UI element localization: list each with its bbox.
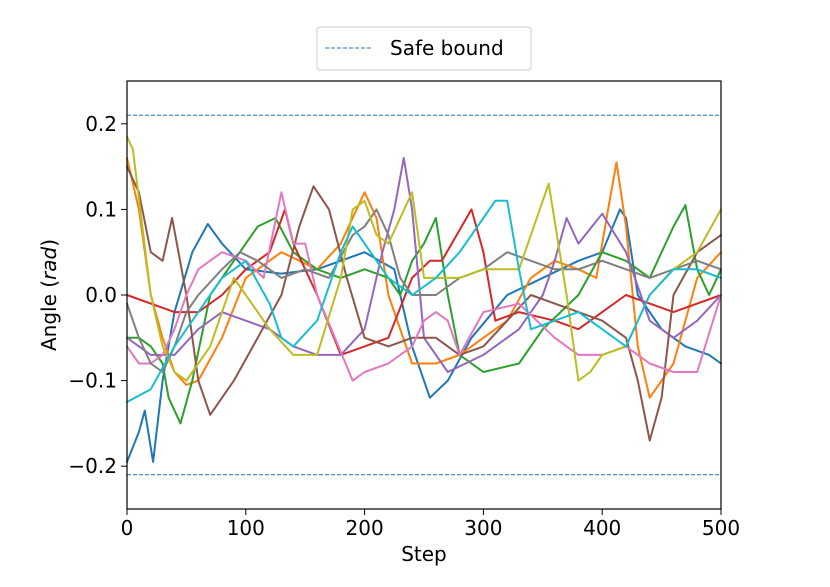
x-axis: 0 100 200 300 400 500 (121, 509, 740, 540)
y-axis-label: Angle (rad) (37, 239, 61, 351)
y-tick-label-1: −0.1 (68, 369, 117, 393)
y-tick-label-4: 0.2 (85, 112, 117, 136)
y-axis-label-unit: rad (37, 246, 61, 279)
y-tick-label-3: 0.1 (85, 197, 117, 221)
series-line-9 (126, 135, 722, 382)
series-line-2 (126, 157, 722, 399)
series-line-10 (126, 199, 722, 403)
series-line-8 (126, 208, 722, 373)
series-line-7 (126, 191, 722, 382)
legend: Safe bound (316, 26, 532, 71)
series-line-3 (126, 204, 722, 425)
legend-safe-bound-label: Safe bound (390, 36, 504, 60)
x-tick-label-200: 200 (346, 516, 384, 540)
series-line-6 (126, 165, 722, 442)
x-tick-label-400: 400 (583, 516, 621, 540)
y-axis-label-prefix: Angle ( (37, 280, 61, 351)
series-line-5 (126, 157, 722, 373)
x-tick-label-0: 0 (121, 516, 134, 540)
series-line-4 (126, 208, 722, 356)
x-tick-label-100: 100 (227, 516, 265, 540)
y-tick-label-2: 0.0 (85, 283, 117, 307)
x-axis-label: Step (401, 542, 447, 566)
y-tick-label-0: −0.2 (68, 454, 117, 478)
legend-box (316, 26, 532, 71)
y-axis-label-suffix: ) (37, 239, 61, 247)
x-tick-label-300: 300 (464, 516, 502, 540)
plot-area (126, 114, 722, 476)
x-tick-label-500: 500 (702, 516, 740, 540)
y-axis: −0.2 −0.1 0.0 0.1 0.2 (68, 112, 127, 478)
